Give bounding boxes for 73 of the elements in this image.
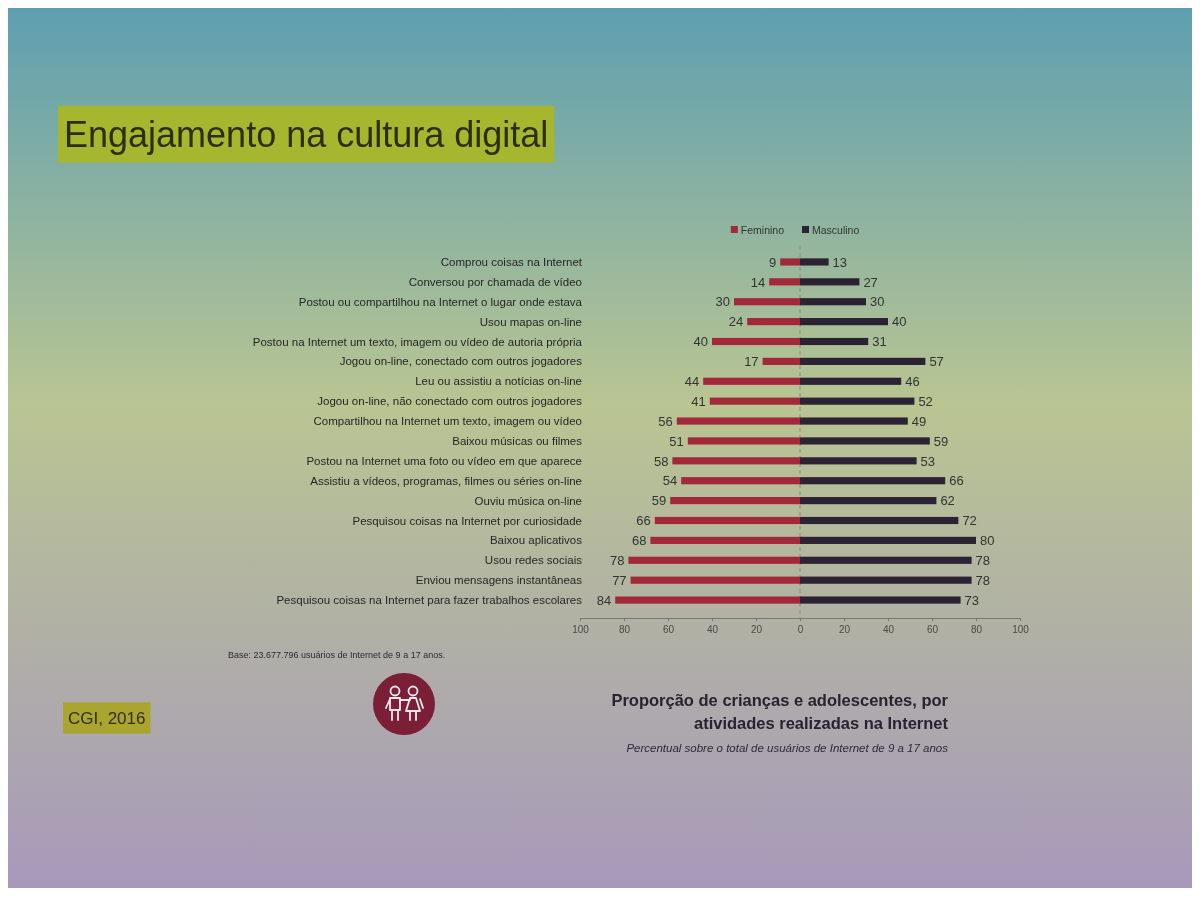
x-tick-label: 60: [926, 624, 939, 636]
y-tick-label: Usou mapas on-line: [479, 315, 582, 328]
x-tick-label: 100: [572, 624, 590, 636]
y-tick-label: Postou na Internet um texto, imagem ou vídeo de autoria própria: [252, 335, 583, 348]
data-label: 14: [750, 274, 766, 290]
y-tick-label: Conversou por chamada de vídeo: [408, 275, 582, 288]
data-label: 80: [980, 533, 995, 549]
data-label: 51: [669, 433, 684, 449]
text: Percentual sobre o total de usuários de Internet de 9 a 17 anos: [626, 742, 949, 754]
data-label: 46: [905, 373, 920, 389]
data-label: 78: [975, 552, 991, 568]
x-tick-label: 40: [882, 624, 895, 636]
data-label: 17: [744, 354, 759, 370]
data-label: 66: [636, 513, 651, 529]
y-tick-label: Postou ou compartilhou na Internet o lugar onde estava: [298, 295, 583, 308]
data-label: 58: [653, 453, 669, 469]
y-tick-label: Jogou on-line, conectado com outros jogadores: [339, 355, 583, 368]
y-tick-label: Comprou coisas na Internet: [440, 255, 583, 268]
data-label: 84: [596, 592, 612, 608]
data-label: 68: [631, 533, 647, 549]
x-tick-label: 20: [750, 624, 763, 636]
y-tick-label: Ouviu música on-line: [474, 494, 582, 507]
data-label: 24: [728, 314, 744, 330]
x-tick-label: 0: [797, 624, 804, 636]
y-tick-label: Baixou músicas ou filmes: [452, 434, 583, 447]
data-label: 49: [911, 413, 927, 429]
x-tick-label: 80: [970, 624, 983, 636]
data-label: 40: [892, 314, 907, 330]
y-tick-label: Jogou on-line, não conectado com outros jogadores: [317, 395, 583, 408]
data-label: 78: [975, 572, 991, 588]
y-tick-label: Usou redes sociais: [484, 554, 583, 567]
text: Base: 23.677.796 usuários de Internet de 9 a 17 anos.: [228, 650, 446, 660]
y-tick-label: Enviou mensagens instantâneas: [415, 574, 583, 587]
y-tick-label: Leu ou assistiu a notícias on-line: [415, 375, 582, 388]
y-tick-label: Compartilhou na Internet um texto, imagem ou vídeo: [313, 415, 582, 428]
y-tick-label: Postou na Internet uma foto ou vídeo em que aparece: [306, 454, 582, 467]
data-label: 66: [949, 473, 964, 489]
x-tick-label: 80: [618, 624, 631, 636]
data-label: 40: [693, 334, 708, 350]
text: CGI, 2016: [68, 709, 146, 728]
x-tick-label: 40: [706, 624, 719, 636]
data-label: 30: [870, 294, 885, 310]
data-label: 44: [684, 373, 700, 389]
data-label: 54: [662, 473, 678, 489]
data-label: 56: [658, 413, 673, 429]
y-tick-label: Pesquisou coisas na Internet para fazer trabalhos escolares: [276, 594, 583, 607]
text: Proporção de crianças e adolescentes, por atividades realizadas na Internet: [611, 691, 949, 732]
y-tick-label: Baixou aplicativos: [489, 534, 583, 547]
x-tick-label: 100: [1012, 624, 1030, 636]
data-label: 30: [715, 294, 730, 310]
data-label: 27: [863, 274, 878, 290]
x-tick-label: 20: [838, 624, 851, 636]
data-label: 73: [964, 592, 980, 608]
data-label: 52: [918, 393, 933, 409]
data-label: 62: [940, 493, 955, 509]
y-tick-label: Assistiu a vídeos, programas, filmes ou séries on-line: [310, 474, 582, 487]
data-label: 72: [962, 513, 977, 529]
data-label: 41: [691, 393, 706, 409]
data-label: 57: [929, 354, 944, 370]
data-label: 59: [933, 433, 949, 449]
bar: [762, 357, 800, 365]
legend-label: Feminino: [740, 223, 785, 236]
data-label: 13: [832, 254, 848, 270]
legend-label: Masculino: [812, 223, 860, 236]
data-label: 53: [920, 453, 936, 469]
data-label: 59: [651, 493, 667, 509]
x-tick-label: 60: [662, 624, 675, 636]
y-tick-label: Pesquisou coisas na Internet por curiosidade: [352, 514, 582, 527]
chart-title: Engajamento na cultura digital: [64, 114, 549, 155]
data-label: 9: [768, 254, 777, 270]
data-label: 31: [872, 334, 887, 350]
data-label: 77: [612, 572, 627, 588]
data-label: 78: [609, 552, 625, 568]
